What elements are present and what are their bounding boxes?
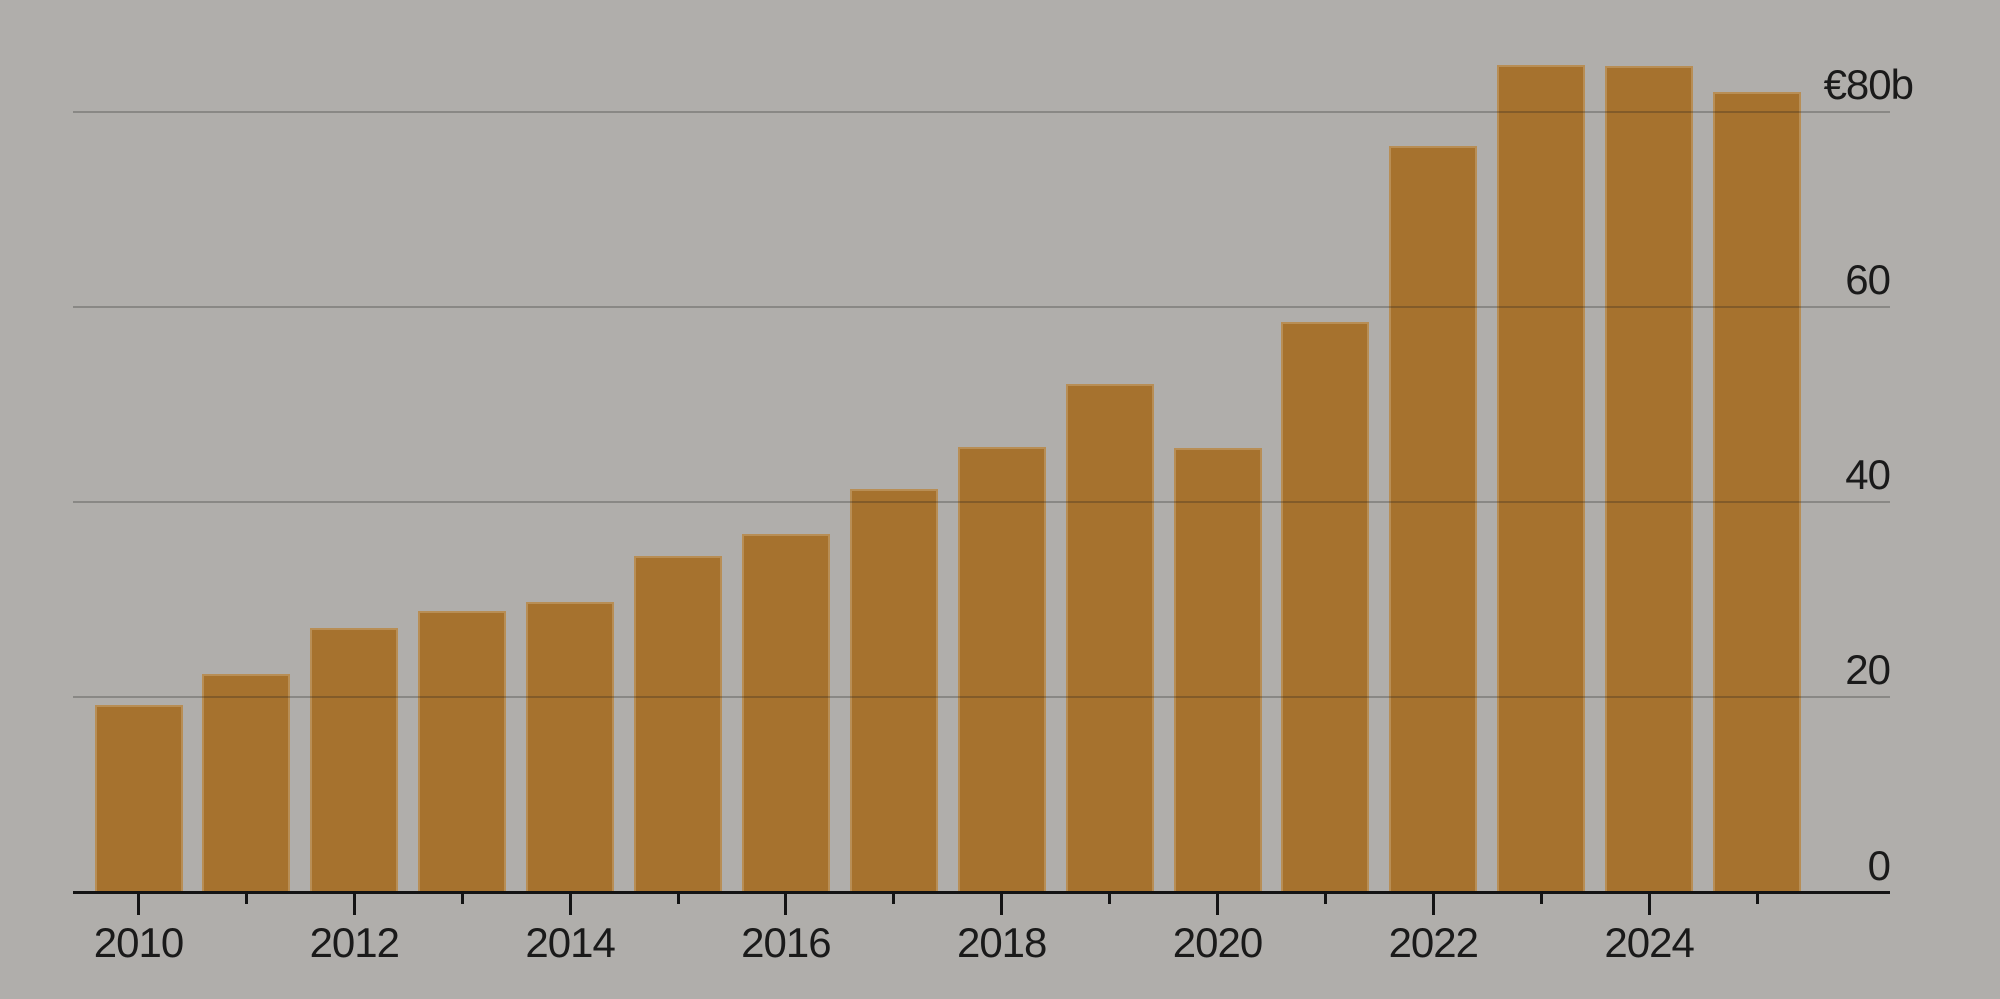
- x-axis-line: [73, 891, 1890, 894]
- x-minor-tick-2019: [1108, 894, 1112, 904]
- bar-2014: [526, 602, 615, 894]
- x-minor-tick-2025: [1755, 894, 1759, 904]
- bar-2017: [849, 489, 938, 894]
- bar-2016: [741, 534, 830, 894]
- bar-2018: [957, 447, 1046, 894]
- x-major-tick-2024: [1647, 894, 1651, 915]
- gridline-40: [73, 501, 1890, 503]
- bar-2010: [94, 705, 183, 894]
- bar-2025: [1713, 92, 1801, 894]
- x-major-tick-2016: [784, 894, 788, 915]
- x-label-2020: 2020: [1172, 919, 1263, 966]
- x-label-2024: 2024: [1604, 919, 1694, 966]
- x-major-tick-2022: [1431, 894, 1435, 915]
- x-major-tick-2010: [137, 894, 140, 915]
- y-label-20: 20: [1845, 646, 1891, 694]
- x-label-2022: 2022: [1388, 919, 1479, 966]
- bar-2022: [1389, 146, 1478, 894]
- x-major-tick-2012: [352, 894, 356, 915]
- bar-2023: [1497, 65, 1586, 894]
- gridline-80: [73, 110, 1890, 113]
- bar-2013: [418, 611, 507, 894]
- bar-2021: [1281, 322, 1370, 894]
- x-minor-tick-2017: [892, 894, 896, 904]
- y-label-80: €80b: [1823, 60, 1914, 108]
- bar-2024: [1605, 66, 1694, 894]
- gridline-60: [73, 305, 1890, 308]
- bar-2020: [1173, 448, 1262, 894]
- x-label-2016: 2016: [741, 919, 831, 966]
- x-minor-tick-2023: [1539, 894, 1543, 904]
- x-major-tick-2018: [1000, 894, 1004, 915]
- y-label-0: 0: [1867, 841, 1891, 889]
- x-label-2012: 2012: [309, 919, 400, 966]
- x-minor-tick-2013: [460, 894, 464, 904]
- x-label-2014: 2014: [525, 919, 615, 966]
- x-minor-tick-2021: [1323, 894, 1327, 904]
- bar-2011: [202, 674, 291, 894]
- x-label-2010: 2010: [93, 919, 184, 966]
- y-label-40: 40: [1845, 451, 1891, 498]
- bar-2015: [634, 556, 722, 894]
- x-label-2018: 2018: [956, 919, 1047, 966]
- x-minor-tick-2015: [676, 894, 680, 904]
- x-major-tick-2014: [568, 894, 572, 915]
- x-major-tick-2020: [1216, 894, 1219, 915]
- y-label-60: 60: [1845, 255, 1891, 303]
- bar-2019: [1065, 384, 1154, 894]
- gridline-20: [73, 696, 1890, 699]
- bar-2012: [310, 628, 399, 894]
- x-minor-tick-2011: [244, 894, 248, 904]
